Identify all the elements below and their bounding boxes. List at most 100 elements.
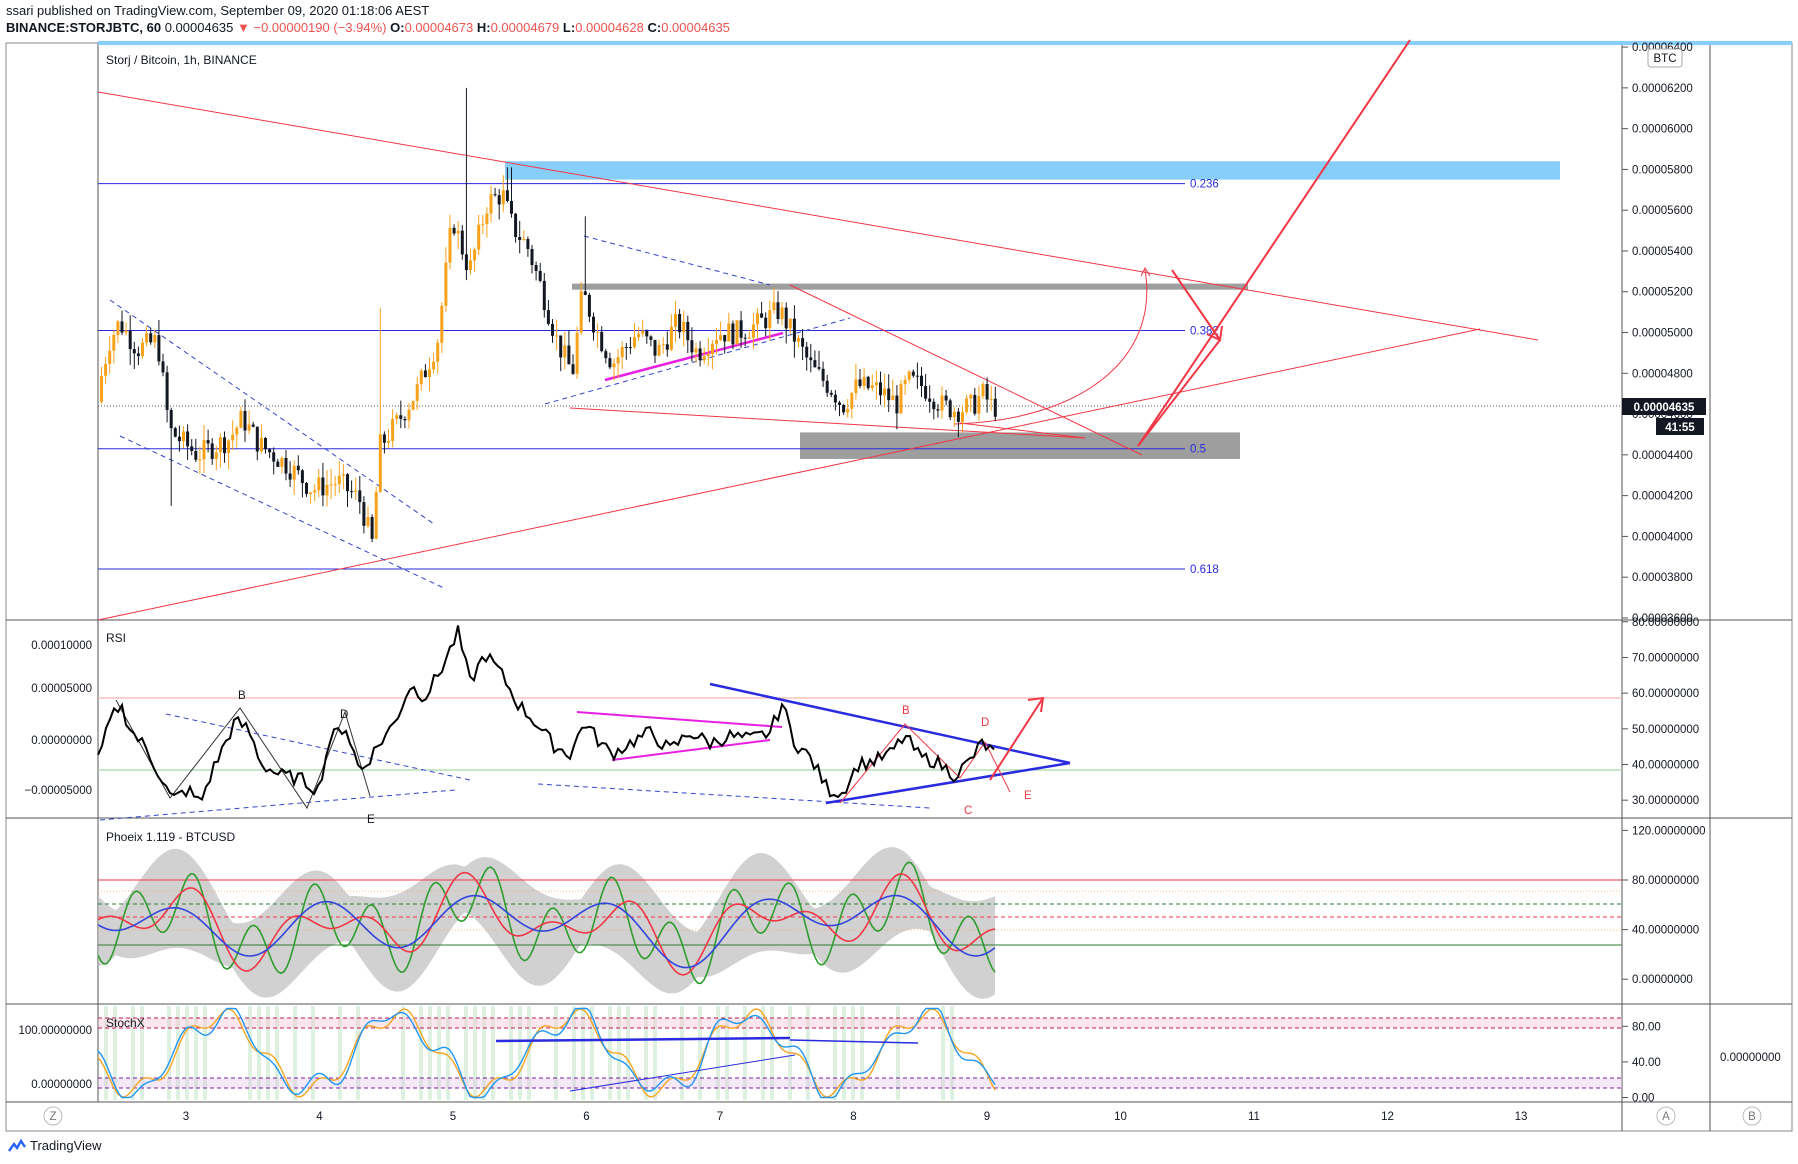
price-tick-label: 0.00003800: [1632, 572, 1693, 584]
stoch-bar: [527, 1006, 531, 1100]
scale-z-button[interactable]: Z: [49, 1111, 56, 1123]
candle-body: [682, 321, 686, 333]
candle-body: [792, 318, 796, 342]
candle-body: [542, 280, 546, 311]
stoch-bar: [698, 1006, 702, 1100]
open-value: 0.00004673: [404, 20, 474, 35]
stoch-bar: [725, 1006, 729, 1100]
candle-body: [846, 408, 850, 413]
candle-body: [833, 394, 837, 403]
candle-body: [264, 437, 267, 450]
stoch-bar: [554, 1006, 558, 1100]
candle-body: [756, 313, 759, 325]
candle-body: [378, 434, 382, 493]
footer[interactable]: TradingView: [8, 1138, 102, 1153]
stoch-bar: [653, 1006, 657, 1100]
candle-body: [817, 367, 821, 369]
rsi-title: RSI: [106, 631, 126, 645]
candle-body: [587, 294, 591, 317]
candle-body: [272, 452, 276, 462]
stoch-bar: [338, 1006, 342, 1100]
candle-body: [657, 344, 661, 356]
time-axis-buttons[interactable]: Z A B: [43, 1106, 1762, 1126]
candle-body: [944, 395, 948, 401]
candle-body: [362, 502, 366, 526]
candle-body: [247, 424, 251, 431]
candle-body: [432, 361, 436, 370]
time-tick-label: 6: [583, 1111, 589, 1123]
auto-scale-button[interactable]: A: [1662, 1111, 1670, 1123]
candle-body: [300, 470, 304, 484]
stoch-bar: [482, 1006, 486, 1100]
stoch-bar: [644, 1006, 648, 1100]
candle-body: [969, 394, 973, 399]
candle-body: [255, 426, 259, 452]
scale-b-button[interactable]: B: [1748, 1111, 1756, 1123]
candle-body: [497, 195, 501, 205]
candle-body: [891, 395, 895, 401]
candle-body: [764, 317, 768, 329]
candle-body: [358, 490, 362, 503]
left-axis-label: 0.00010000: [31, 640, 92, 652]
candle-body: [604, 351, 608, 359]
candle-body: [903, 379, 907, 385]
close-value: 0.00004635: [661, 20, 730, 35]
stoch-axis: 80.00 40.00 0.00 100.00000000 0.00000000 0.00…: [18, 1021, 1780, 1104]
candle-body: [132, 349, 136, 354]
candle-body: [169, 409, 173, 429]
candle-body: [567, 345, 571, 365]
rsi-red-b: B: [902, 705, 910, 717]
candle-body: [608, 358, 612, 368]
phoeix-axis: 120.00000000 80.00000000 40.00000000 0.0000…: [1622, 825, 1706, 986]
candle-body: [956, 411, 960, 422]
stoch-bar: [356, 1006, 360, 1100]
candle-body: [280, 457, 284, 467]
candle-body: [382, 434, 386, 443]
stoch-bar: [293, 1006, 297, 1100]
candle-body: [784, 307, 788, 329]
candle-body: [534, 265, 538, 271]
stoch-bar: [140, 1006, 144, 1100]
high-label: H:: [476, 20, 491, 35]
candle-body: [128, 330, 132, 350]
candle-body: [940, 395, 944, 411]
price-tick-label: 0.00004800: [1632, 368, 1693, 380]
axis-tick-label: 120.00000000: [1632, 825, 1706, 837]
candle-body: [505, 190, 509, 201]
price-change: ▼ −0.00000190 (−3.94%): [237, 20, 387, 35]
candle-body: [678, 313, 682, 333]
rsi-axis: 80.00000000 70.00000000 60.00000000 50.0000…: [25, 617, 1700, 807]
price-axis: 0.000064000.000062000.000060000.00005800…: [1622, 42, 1693, 625]
stoch-bar: [257, 1006, 261, 1100]
candle-body: [227, 440, 231, 454]
candle-body: [489, 194, 493, 214]
stoch-bar: [509, 1006, 513, 1100]
zone-gray-resistance: [572, 283, 1248, 290]
stoch-bar: [311, 1006, 315, 1100]
candle-body: [136, 353, 140, 357]
stoch-bar: [176, 1006, 180, 1100]
price-badge: 0.00004635: [1634, 402, 1695, 414]
candle-body: [477, 224, 481, 250]
candles: [100, 87, 997, 543]
candle-body: [760, 313, 764, 318]
candle-body: [739, 320, 743, 338]
candle-body: [694, 348, 698, 353]
candle-body: [772, 302, 776, 311]
candle-body: [637, 333, 641, 338]
fib-label: 0.618: [1190, 564, 1219, 576]
candle-body: [452, 227, 456, 234]
candle-body: [149, 333, 153, 343]
candle-body: [538, 270, 542, 281]
price-tick-label: 0.00005800: [1632, 164, 1693, 176]
candle-body: [526, 239, 530, 249]
candle-body: [661, 344, 665, 346]
currency-badge-box: [1647, 48, 1683, 68]
candle-body: [296, 465, 300, 471]
candle-body: [198, 459, 202, 461]
candle-body: [104, 363, 108, 376]
stoch-bar: [716, 1006, 720, 1100]
rsi-wave-b: B: [238, 690, 246, 702]
candle-body: [551, 323, 554, 336]
